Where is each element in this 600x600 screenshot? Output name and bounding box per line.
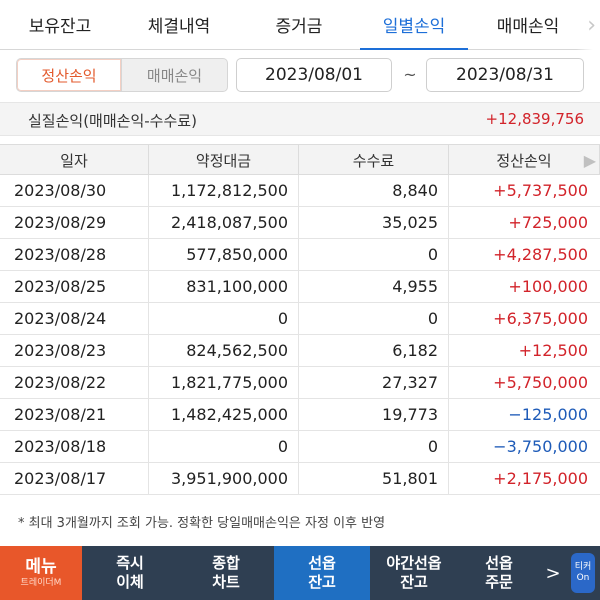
bottom-item-instant-transfer[interactable]: 즉시 이체 [82,546,178,600]
header-pnl: 정산손익 [449,145,600,175]
cell-pnl: −125,000 [508,405,588,424]
table-row[interactable]: 2023/08/29 2,418,087,500 35,025 +725,000 [0,207,600,239]
table-row[interactable]: 2023/08/23 824,562,500 6,182 +12,500 [0,335,600,367]
ticker-on-badge: 티커 On [571,553,595,593]
bottom-nav-bar: 메뉴 트레이더M 즉시 이체 종합 차트 선옵 잔고 야간선옵 잔고 선옵 주문… [0,546,600,600]
tab-holdings[interactable]: 보유잔고 [28,17,92,37]
table-body: 2023/08/30 1,172,812,500 8,840 +5,737,500 20… [0,175,600,495]
bottom-item-line2: 차트 [212,573,240,591]
cell-amount: 3,951,900,000 [149,463,299,494]
top-tab-bar: 보유잔고 체결내역 증거금 일별손익 매매손익 › [0,0,600,51]
header-date: 일자 [0,145,149,175]
cell-date: 2023/08/22 [0,367,149,398]
cell-amount: 831,100,000 [149,271,299,302]
cell-pnl: +4,287,500 [493,245,588,264]
filter-bar: 정산손익 매매손익 2023/08/01 ~ 2023/08/31 [0,50,600,102]
cell-date: 2023/08/23 [0,335,149,366]
cell-pnl: +6,375,000 [493,309,588,328]
menu-label: 메뉴 [25,557,57,577]
tab-trading-pnl[interactable]: 매매손익 [496,17,560,37]
trading-pnl-toggle[interactable]: 매매손익 [122,58,228,92]
date-range-separator: ~ [403,65,417,84]
cell-fee: 4,955 [299,271,449,302]
table-row[interactable]: 2023/08/30 1,172,812,500 8,840 +5,737,500 [0,175,600,207]
cell-fee: 6,182 [299,335,449,366]
bottom-item-line1: 선옵 [485,554,513,572]
cell-date: 2023/08/17 [0,463,149,494]
date-from-field[interactable]: 2023/08/01 [236,58,392,92]
cell-fee: 27,327 [299,367,449,398]
bottom-item-futures-balance[interactable]: 선옵 잔고 [274,546,370,600]
summary-label: 실질손익(매매손익-수수료) [28,112,197,130]
cell-date: 2023/08/24 [0,303,149,334]
cell-date: 2023/08/28 [0,239,149,270]
cell-date: 2023/08/25 [0,271,149,302]
cell-date: 2023/08/29 [0,207,149,238]
table-row[interactable]: 2023/08/24 0 0 +6,375,000 [0,303,600,335]
cell-fee: 35,025 [299,207,449,238]
cell-pnl: +5,750,000 [493,373,588,392]
cell-pnl: +2,175,000 [493,469,588,488]
chevron-right-icon[interactable]: > [545,562,561,584]
table-row[interactable]: 2023/08/25 831,100,000 4,955 +100,000 [0,271,600,303]
bottom-item-futures-order[interactable]: 선옵 주문 [458,546,540,600]
cell-amount: 2,418,087,500 [149,207,299,238]
cell-pnl: +725,000 [508,213,588,232]
cell-fee: 0 [299,431,449,462]
tab-daily-pnl[interactable]: 일별손익 [360,0,468,51]
bottom-item-line1: 종합 [212,554,240,572]
table-row[interactable]: 2023/08/18 0 0 −3,750,000 [0,431,600,463]
tab-margin[interactable]: 증거금 [275,17,323,37]
bottom-item-night-futures-balance[interactable]: 야간선옵 잔고 [370,546,458,600]
cell-pnl: +12,500 [518,341,588,360]
ticker-on-button[interactable]: 티커 On [566,546,600,600]
cell-pnl: +100,000 [508,277,588,296]
cell-amount: 0 [149,303,299,334]
table-row[interactable]: 2023/08/17 3,951,900,000 51,801 +2,175,000 [0,463,600,495]
cell-fee: 0 [299,239,449,270]
cell-pnl: +5,737,500 [493,181,588,200]
table-header: 일자 약정대금 수수료 정산손익 ▶ [0,144,600,175]
cell-fee: 0 [299,303,449,334]
cell-date: 2023/08/18 [0,431,149,462]
app-logo-text: 트레이더M [20,578,62,588]
cell-fee: 8,840 [299,175,449,206]
bottom-item-line1: 즉시 [116,554,144,572]
cell-amount: 1,172,812,500 [149,175,299,206]
bottom-item-line2: 잔고 [400,573,428,591]
bottom-item-chart[interactable]: 종합 차트 [178,546,274,600]
bottom-item-line2: 잔고 [308,573,336,591]
header-fee: 수수료 [299,145,449,175]
summary-value: +12,839,756 [485,110,584,128]
settlement-pnl-toggle[interactable]: 정산손익 [16,58,122,92]
menu-button[interactable]: 메뉴 트레이더M [0,546,82,600]
cell-date: 2023/08/30 [0,175,149,206]
cell-date: 2023/08/21 [0,399,149,430]
column-scroll-right-icon[interactable]: ▶ [583,151,596,170]
bottom-item-line2: 이체 [116,573,144,591]
cell-pnl: −3,750,000 [493,437,588,456]
cell-amount: 577,850,000 [149,239,299,270]
table-row[interactable]: 2023/08/21 1,482,425,000 19,773 −125,000 [0,399,600,431]
summary-bar: 실질손익(매매손익-수수료) +12,839,756 [0,102,600,136]
table-row[interactable]: 2023/08/28 577,850,000 0 +4,287,500 [0,239,600,271]
ticker-on-line2: On [576,573,590,583]
cell-amount: 1,482,425,000 [149,399,299,430]
footnote: * 최대 3개월까지 조회 가능. 정확한 당일매매손익은 자정 이후 반영 [18,516,386,531]
bottom-item-line1: 선옵 [308,554,336,572]
cell-amount: 824,562,500 [149,335,299,366]
cell-fee: 19,773 [299,399,449,430]
header-amount: 약정대금 [149,145,299,175]
cell-fee: 51,801 [299,463,449,494]
ticker-on-line1: 티커 [574,562,592,572]
date-to-field[interactable]: 2023/08/31 [426,58,584,92]
daily-pnl-table: 일자 약정대금 수수료 정산손익 ▶ 2023/08/30 1,172,812,5… [0,144,600,495]
cell-amount: 1,821,775,000 [149,367,299,398]
tab-executions[interactable]: 체결내역 [147,17,211,37]
table-row[interactable]: 2023/08/22 1,821,775,000 27,327 +5,750,000 [0,367,600,399]
tab-scroll-right-icon[interactable]: › [576,0,600,50]
cell-amount: 0 [149,431,299,462]
bottom-item-line2: 주문 [485,573,513,591]
bottom-item-line1: 야간선옵 [386,554,442,572]
